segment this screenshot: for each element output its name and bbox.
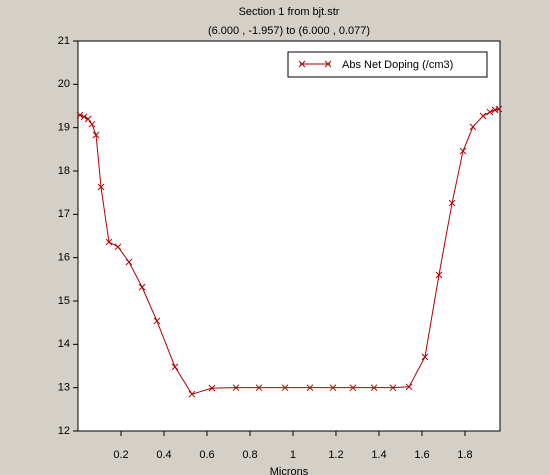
- data-marker: [491, 106, 499, 114]
- y-tick-label: 17: [58, 208, 70, 220]
- data-marker: [188, 390, 196, 398]
- data-marker: [479, 112, 487, 120]
- data-marker: [232, 384, 240, 392]
- data-marker: [459, 147, 467, 155]
- y-tick-label: 15: [58, 295, 70, 307]
- data-marker: [448, 199, 456, 207]
- data-marker: [208, 384, 216, 392]
- data-marker: [125, 258, 133, 266]
- x-tick-label: 0.8: [242, 449, 257, 461]
- data-marker: [92, 131, 100, 139]
- x-tick-label: 1.2: [328, 449, 343, 461]
- data-marker: [80, 113, 88, 121]
- data-marker: [329, 384, 337, 392]
- data-marker: [495, 105, 503, 113]
- y-tick-label: 21: [58, 35, 70, 47]
- data-marker: [84, 115, 92, 123]
- legend-marker: [298, 60, 332, 68]
- data-marker: [105, 238, 113, 246]
- data-marker: [486, 108, 494, 116]
- x-tick-label: 0.2: [113, 449, 128, 461]
- x-axis-label: Microns: [270, 466, 309, 475]
- data-marker: [153, 317, 161, 325]
- data-marker: [281, 384, 289, 392]
- data-marker: [76, 111, 84, 119]
- x-tick-label: 1.8: [457, 449, 472, 461]
- data-marker: [306, 384, 314, 392]
- chart-subtitle: (6.000 , -1.957) to (6.000 , 0.077): [208, 25, 370, 37]
- data-marker: [171, 363, 179, 371]
- data-marker: [435, 271, 443, 279]
- data-marker: [255, 384, 263, 392]
- data-marker: [389, 384, 397, 392]
- chart-title: Section 1 from bjt.str: [239, 6, 340, 18]
- data-marker: [88, 120, 96, 128]
- data-line: [79, 108, 500, 395]
- y-tick-label: 18: [58, 165, 70, 177]
- y-tick-label: 14: [58, 338, 70, 350]
- data-marker: [97, 183, 105, 191]
- data-marker: [138, 283, 146, 291]
- data-marker: [370, 384, 378, 392]
- y-tick-label: 13: [58, 382, 70, 394]
- x-tick-label: 0.4: [156, 449, 171, 461]
- plot-area: [77, 40, 501, 432]
- y-tick-label: 12: [58, 425, 70, 437]
- legend-label: Abs Net Doping (/cm3): [342, 59, 453, 71]
- x-tick-label: 0.6: [199, 449, 214, 461]
- data-marker: [469, 123, 477, 131]
- y-tick-label: 16: [58, 252, 70, 264]
- x-tick-label: 1.6: [414, 449, 429, 461]
- data-marker: [114, 243, 122, 251]
- x-tick-label: 1.4: [371, 449, 386, 461]
- y-tick-label: 19: [58, 122, 70, 134]
- data-marker: [349, 384, 357, 392]
- y-tick-label: 20: [58, 78, 70, 90]
- x-tick-label: 1: [290, 449, 296, 461]
- data-marker: [405, 383, 413, 391]
- data-marker: [421, 353, 429, 361]
